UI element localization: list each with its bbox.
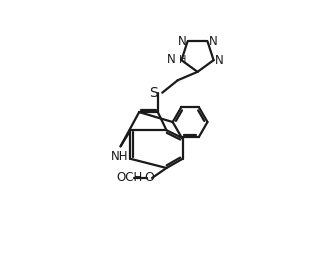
- Text: H: H: [179, 55, 186, 65]
- Text: NH: NH: [111, 150, 128, 163]
- Text: N: N: [178, 35, 187, 48]
- Text: N: N: [209, 35, 217, 48]
- Text: N: N: [215, 54, 223, 67]
- Text: S: S: [149, 86, 158, 100]
- Text: OCH: OCH: [116, 171, 142, 184]
- Text: O: O: [145, 171, 154, 184]
- Text: N: N: [167, 53, 175, 66]
